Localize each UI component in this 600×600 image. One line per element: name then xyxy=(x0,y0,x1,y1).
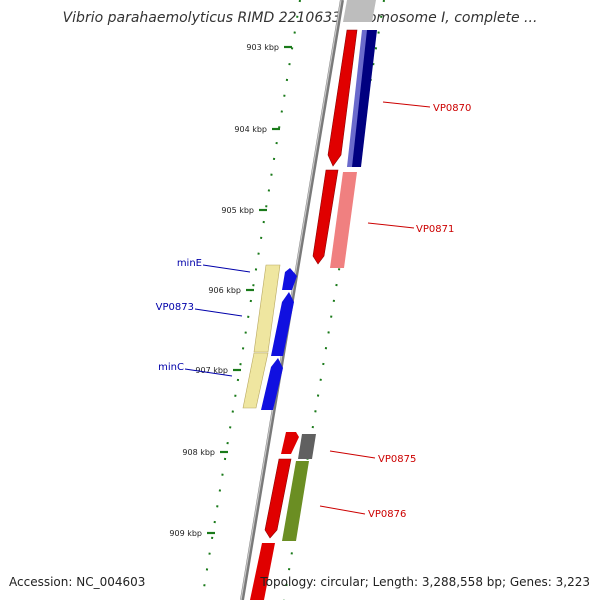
gene-feature-minc-blue[interactable] xyxy=(261,358,283,410)
tick-label: 903 kbp xyxy=(246,43,279,52)
gene-leader-line xyxy=(194,308,243,317)
gene-feature-vp0870-red[interactable] xyxy=(327,29,358,167)
gene-leader-line xyxy=(382,101,431,108)
gene-feature-vp0871-red[interactable] xyxy=(312,169,339,265)
gene-label-vp0873[interactable]: VP0873 xyxy=(156,302,194,313)
gene-leader-line xyxy=(184,368,233,377)
gene-label-vp0871[interactable]: VP0871 xyxy=(416,224,454,235)
tick-label: 904 kbp xyxy=(234,125,267,134)
accession-text: Accession: NC_004603 xyxy=(9,575,146,589)
gene-feature[interactable] xyxy=(250,543,275,600)
gene-leader-line xyxy=(367,222,415,229)
tick-label: 907 kbp xyxy=(195,366,228,375)
gene-label-minc[interactable]: minC xyxy=(158,362,184,373)
gene-label-mine[interactable]: minE xyxy=(177,258,202,269)
gene-leader-line xyxy=(329,450,376,459)
gene-feature-minc-pale[interactable] xyxy=(242,352,269,409)
gene-features xyxy=(242,0,377,600)
label-layer: VP0870 VP0871 minE VP0873 minC VP0875 VP0876 xyxy=(156,101,471,520)
gene-feature-vp0875-red[interactable] xyxy=(281,432,299,454)
dotted-track-outer xyxy=(283,0,385,600)
stats-text: Topology: circular; Length: 3,288,558 bp… xyxy=(260,575,590,589)
gene-feature-vp0875-gray[interactable] xyxy=(298,434,316,459)
gene-feature-vp0876-olive[interactable] xyxy=(282,461,309,541)
gene-leader-line xyxy=(319,505,366,515)
gene-feature-vp0873-blue[interactable] xyxy=(271,292,294,356)
gene-leader-line xyxy=(202,264,251,273)
tick-label: 908 kbp xyxy=(182,448,215,457)
gene-feature-mine-blue[interactable] xyxy=(282,268,297,290)
gene-label-vp0875[interactable]: VP0875 xyxy=(378,454,416,465)
gene-feature-vp0871-pale[interactable] xyxy=(330,172,357,268)
tick-label: 906 kbp xyxy=(208,286,241,295)
gene-feature-vp0870-blue[interactable] xyxy=(347,30,367,167)
gene-feature-vp0876-red[interactable] xyxy=(264,458,292,539)
gene-feature-mine-pale[interactable] xyxy=(253,264,281,353)
gene-label-vp0876[interactable]: VP0876 xyxy=(368,509,406,520)
map-title: Vibrio parahaemolyticus RIMD 2210633 chr… xyxy=(62,10,538,26)
gene-feature-vp0870-navy[interactable] xyxy=(351,30,377,167)
tick-layer: 903 kbp 904 kbp 905 kbp 906 kbp 907 kbp 908 k… xyxy=(169,43,292,538)
gene-label-vp0870[interactable]: VP0870 xyxy=(433,103,471,114)
tick-label: 905 kbp xyxy=(221,206,254,215)
gene-feature[interactable] xyxy=(343,0,376,22)
tick-label: 909 kbp xyxy=(169,529,202,538)
